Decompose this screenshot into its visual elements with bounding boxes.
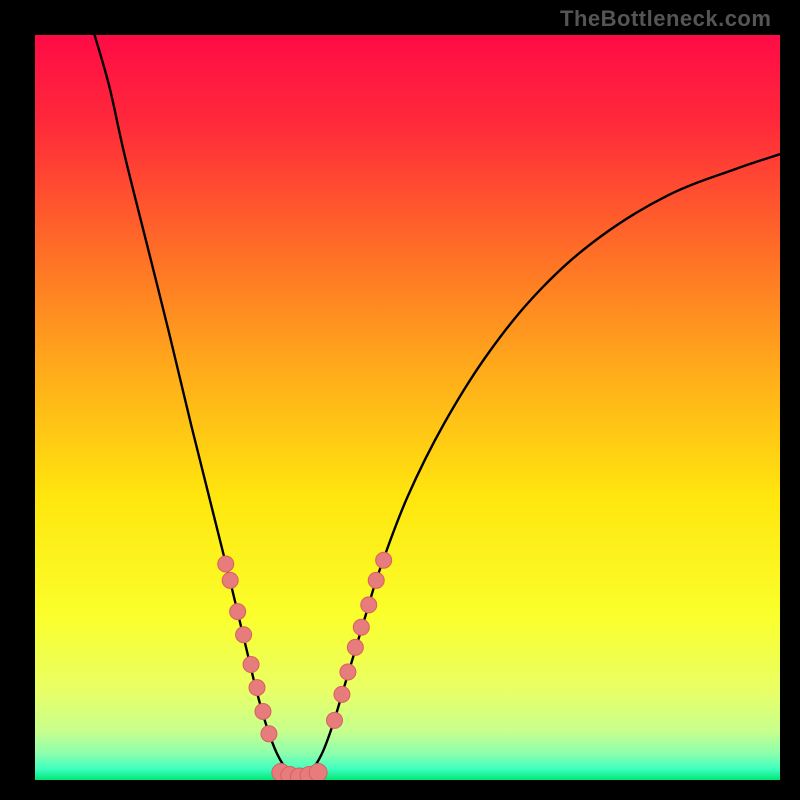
- marker-right-1: [334, 686, 350, 702]
- watermark-text: TheBottleneck.com: [560, 6, 771, 32]
- marker-left-5: [249, 680, 265, 696]
- plot-area: [35, 35, 780, 786]
- marker-right-6: [368, 572, 384, 588]
- marker-left-7: [261, 726, 277, 742]
- marker-right-0: [326, 712, 342, 728]
- marker-left-6: [255, 703, 271, 719]
- gradient-background: [35, 35, 780, 780]
- marker-right-5: [361, 597, 377, 613]
- marker-left-4: [243, 657, 259, 673]
- marker-left-3: [236, 627, 252, 643]
- marker-right-3: [347, 639, 363, 655]
- marker-right-4: [353, 619, 369, 635]
- marker-right-2: [340, 664, 356, 680]
- marker-left-2: [230, 604, 246, 620]
- marker-bottom-4: [309, 764, 327, 782]
- chart-canvas: [0, 0, 800, 800]
- marker-right-7: [376, 552, 392, 568]
- marker-left-1: [222, 572, 238, 588]
- marker-left-0: [218, 556, 234, 572]
